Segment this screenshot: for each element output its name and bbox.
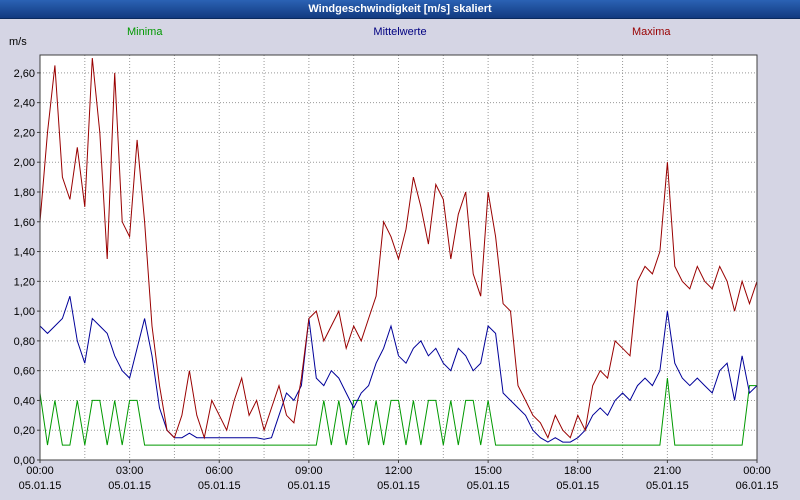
x-tick-date: 05.01.15	[198, 480, 241, 492]
x-tick-time: 21:00	[654, 465, 682, 477]
x-tick-date: 05.01.15	[19, 480, 62, 492]
x-tick-time: 00:00	[743, 465, 771, 477]
x-tick-date: 05.01.15	[287, 480, 330, 492]
window-title: Windgeschwindigkeit [m/s] skaliert	[308, 3, 492, 15]
x-tick-time: 18:00	[564, 465, 592, 477]
y-tick-label: 1,00	[14, 306, 35, 318]
y-tick-label: 1,80	[14, 187, 35, 199]
y-tick-label: 2,40	[14, 98, 35, 110]
x-tick-time: 15:00	[474, 465, 502, 477]
x-tick-date: 05.01.15	[377, 480, 420, 492]
x-tick-date: 05.01.15	[467, 480, 510, 492]
series-maxima	[39, 57, 758, 440]
y-tick-label: 2,00	[14, 157, 35, 169]
y-tick-label: 0,20	[14, 425, 35, 437]
x-tick-time: 00:00	[26, 465, 54, 477]
x-tick-time: 09:00	[295, 465, 323, 477]
y-tick-label: 0,00	[14, 455, 35, 467]
x-tick-date: 05.01.15	[556, 480, 599, 492]
x-tick-date: 05.01.15	[108, 480, 151, 492]
legend-mittelwerte: Mittelwerte	[373, 26, 427, 38]
series-mittelwerte	[39, 296, 758, 443]
y-tick-label: 1,60	[14, 217, 35, 229]
y-tick-label: 0,80	[14, 336, 35, 348]
y-tick-label: 0,40	[14, 395, 35, 407]
x-tick-time: 03:00	[116, 465, 144, 477]
window-titlebar: Windgeschwindigkeit [m/s] skaliert	[0, 0, 800, 19]
x-tick-date: 05.01.15	[646, 480, 689, 492]
x-tick-time: 06:00	[205, 465, 233, 477]
y-tick-label: 2,20	[14, 127, 35, 139]
y-axis-unit-label: m/s	[9, 36, 27, 48]
y-tick-label: 1,40	[14, 247, 35, 259]
x-tick-date: 06.01.15	[736, 480, 779, 492]
x-tick-time: 12:00	[385, 465, 413, 477]
legend-minima: Minima	[127, 26, 163, 38]
y-tick-label: 1,20	[14, 276, 35, 288]
series-minima	[39, 378, 757, 446]
legend-maxima: Maxima	[632, 26, 671, 38]
y-tick-label: 0,60	[14, 366, 35, 378]
y-tick-label: 2,60	[14, 68, 35, 80]
